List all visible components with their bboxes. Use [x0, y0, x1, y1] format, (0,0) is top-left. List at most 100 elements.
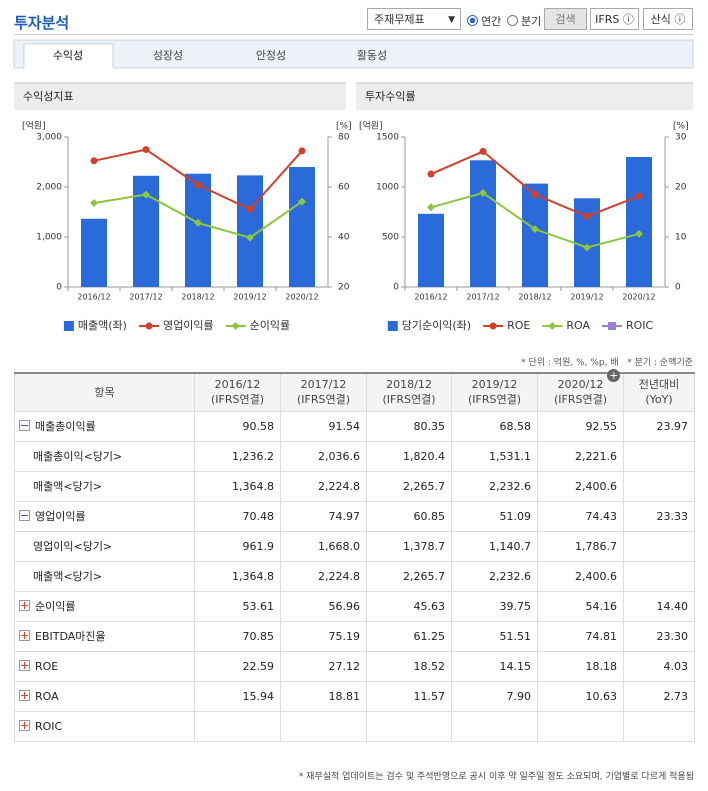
x-tick-label: 2017/12: [129, 293, 162, 302]
legend-label: ROIC: [626, 319, 654, 332]
legend-label: ROE: [507, 319, 530, 332]
header-text: 2019/12: [471, 378, 518, 392]
row-label: 매출총이익<당기>: [14, 440, 195, 472]
y-tick-label: 0: [393, 283, 399, 293]
y2-axis-label: [%]: [336, 122, 352, 132]
statement-select[interactable]: 주재무제표 ▼: [367, 8, 461, 30]
search-button[interactable]: 검색: [544, 8, 587, 30]
y-tick-label: 3,000: [36, 133, 62, 143]
value-cell: 1,364.8: [194, 470, 281, 502]
header-text: (IFRS연결): [467, 393, 522, 407]
value-cell: 15.94: [194, 680, 281, 712]
bar: [418, 213, 444, 287]
row-label: 매출액<당기>: [14, 470, 195, 502]
bar: [626, 157, 652, 287]
x-tick-label: 2020/12: [285, 293, 318, 302]
row-name: EBITDA마진율: [35, 630, 106, 643]
line-point: [298, 197, 306, 206]
legend-label: 매출액(좌): [78, 319, 127, 332]
expand-icon[interactable]: [19, 420, 30, 431]
y-tick-label: 1500: [376, 133, 399, 143]
column-header: 2018/12 (IFRS연결): [366, 372, 452, 412]
expand-icon[interactable]: [19, 510, 30, 521]
header-text: (IFRS연결): [210, 393, 265, 407]
value-cell: 61.25: [366, 620, 452, 652]
value-cell: 75.19: [280, 620, 367, 652]
radio-annual[interactable]: 연간: [467, 13, 501, 29]
expand-icon[interactable]: [19, 600, 30, 611]
column-header: 2019/12 (IFRS연결): [451, 372, 538, 412]
expand-icon[interactable]: [19, 659, 30, 671]
line-point: [479, 188, 487, 197]
legend-marker: [548, 322, 557, 330]
value-cell: 91.54: [280, 410, 367, 442]
value-cell: 53.61: [194, 590, 281, 622]
line-point: [246, 233, 254, 242]
value-cell: 74.43: [537, 500, 624, 532]
value-cell: 10.63: [537, 680, 624, 712]
header-text: (YoY): [645, 393, 673, 407]
value-cell: 1,820.4: [366, 440, 452, 472]
line-point: [583, 212, 591, 220]
row-label: EBITDA마진율: [14, 620, 195, 652]
expand-icon[interactable]: [19, 719, 30, 731]
divider: [14, 34, 693, 35]
x-tick-label: 2016/12: [414, 293, 447, 302]
tab-label: 안정성: [256, 49, 286, 62]
value-cell: [280, 710, 367, 742]
row-name: ROE: [35, 659, 59, 673]
y2-tick-label: 60: [338, 183, 350, 193]
x-tick-label: 2019/12: [570, 293, 603, 302]
quarter-note: * 분기 : 순액기준: [627, 358, 693, 368]
column-header: 2016/12 (IFRS연결): [194, 372, 281, 412]
y-tick-label: 0: [56, 283, 62, 293]
select-text: 주재무제표: [374, 13, 425, 26]
legend-label: ROA: [566, 319, 590, 332]
line-point: [142, 190, 150, 199]
x-tick-label: 2017/12: [466, 293, 499, 302]
value-cell: 2,265.7: [366, 470, 452, 502]
table-row: EBITDA마진율 70.85 75.19 61.25 51.51 74.81 23.30: [14, 620, 695, 652]
line-point: [635, 229, 643, 238]
radio-quarter[interactable]: 분기: [507, 13, 541, 29]
y2-tick-label: 20: [338, 283, 350, 293]
yoy-cell: [623, 710, 695, 742]
y2-tick-label: 10: [675, 233, 687, 243]
legend-label: 당기순이익(좌): [402, 319, 471, 332]
row-name: 영업이익<당기>: [33, 540, 113, 553]
value-cell: 18.81: [280, 680, 367, 712]
row-name: ROIC: [35, 719, 63, 733]
ifrs-label: IFRS: [595, 13, 620, 26]
value-cell: 60.85: [366, 500, 452, 532]
yoy-cell: 4.03: [623, 650, 695, 682]
x-tick-label: 2018/12: [181, 293, 214, 302]
bar: [522, 183, 548, 287]
value-cell: 961.9: [194, 530, 281, 562]
value-cell: 1,364.8: [194, 560, 281, 592]
expand-icon[interactable]: [19, 689, 30, 701]
expand-icon[interactable]: [19, 630, 30, 641]
formula-button[interactable]: 산식 ⓘ: [643, 8, 693, 30]
value-cell: 2,224.8: [280, 560, 367, 592]
add-icon[interactable]: +: [607, 369, 621, 383]
y-tick-label: 1,000: [36, 233, 62, 243]
value-cell: 1,531.1: [451, 440, 538, 472]
line-point: [194, 181, 202, 189]
x-tick-label: 2018/12: [518, 293, 551, 302]
y2-tick-label: 0: [675, 283, 681, 293]
header-text: (IFRS연결): [553, 393, 608, 407]
line-point: [142, 146, 150, 154]
value-cell: 2,232.6: [451, 470, 538, 502]
legend-marker: [489, 322, 497, 330]
value-cell: 74.97: [280, 500, 367, 532]
ifrs-button[interactable]: IFRS ⓘ: [590, 8, 639, 30]
header-text: 전년대비: [638, 378, 680, 392]
panel-title: 투자수익률: [365, 90, 416, 103]
table-row: ROIC: [14, 710, 695, 742]
section-title: 투자분석: [14, 14, 70, 32]
y-tick-label: 2,000: [36, 183, 62, 193]
yoy-cell: 23.97: [623, 410, 695, 442]
value-cell: [451, 710, 538, 742]
yoy-cell: 2.73: [623, 680, 695, 712]
